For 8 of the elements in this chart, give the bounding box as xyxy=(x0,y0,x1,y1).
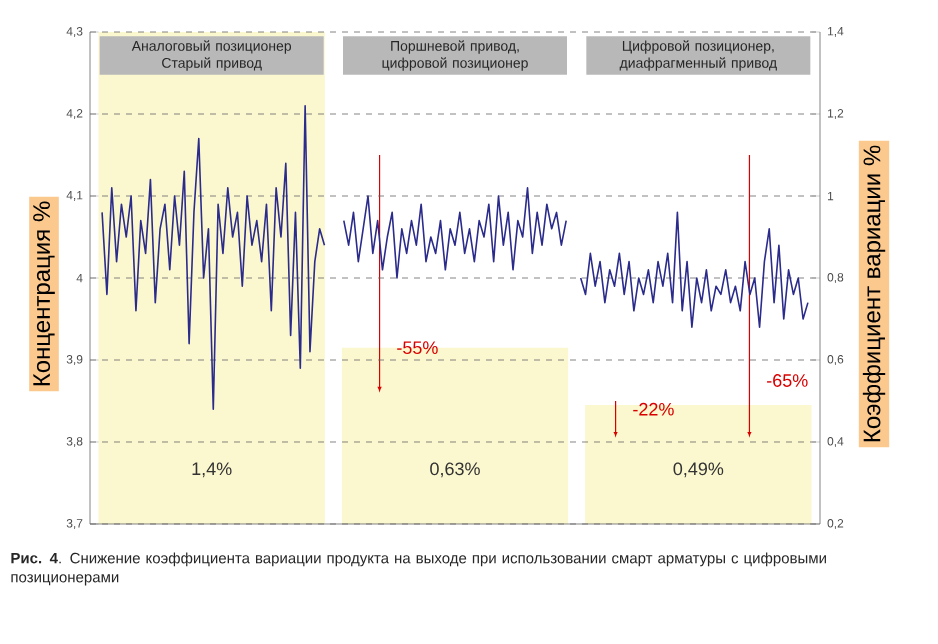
data-label: 0,63% xyxy=(430,462,480,478)
y-axis-title: Концентрация % xyxy=(33,201,55,386)
annotation: -55% xyxy=(397,341,438,355)
annotation: -22% xyxy=(633,402,674,416)
data-label: 0,49% xyxy=(673,462,724,478)
data-label: 1,4% xyxy=(192,462,232,478)
annotation: -65% xyxy=(767,374,808,387)
y-axis-title: Коэффициент вариации % xyxy=(862,145,886,442)
